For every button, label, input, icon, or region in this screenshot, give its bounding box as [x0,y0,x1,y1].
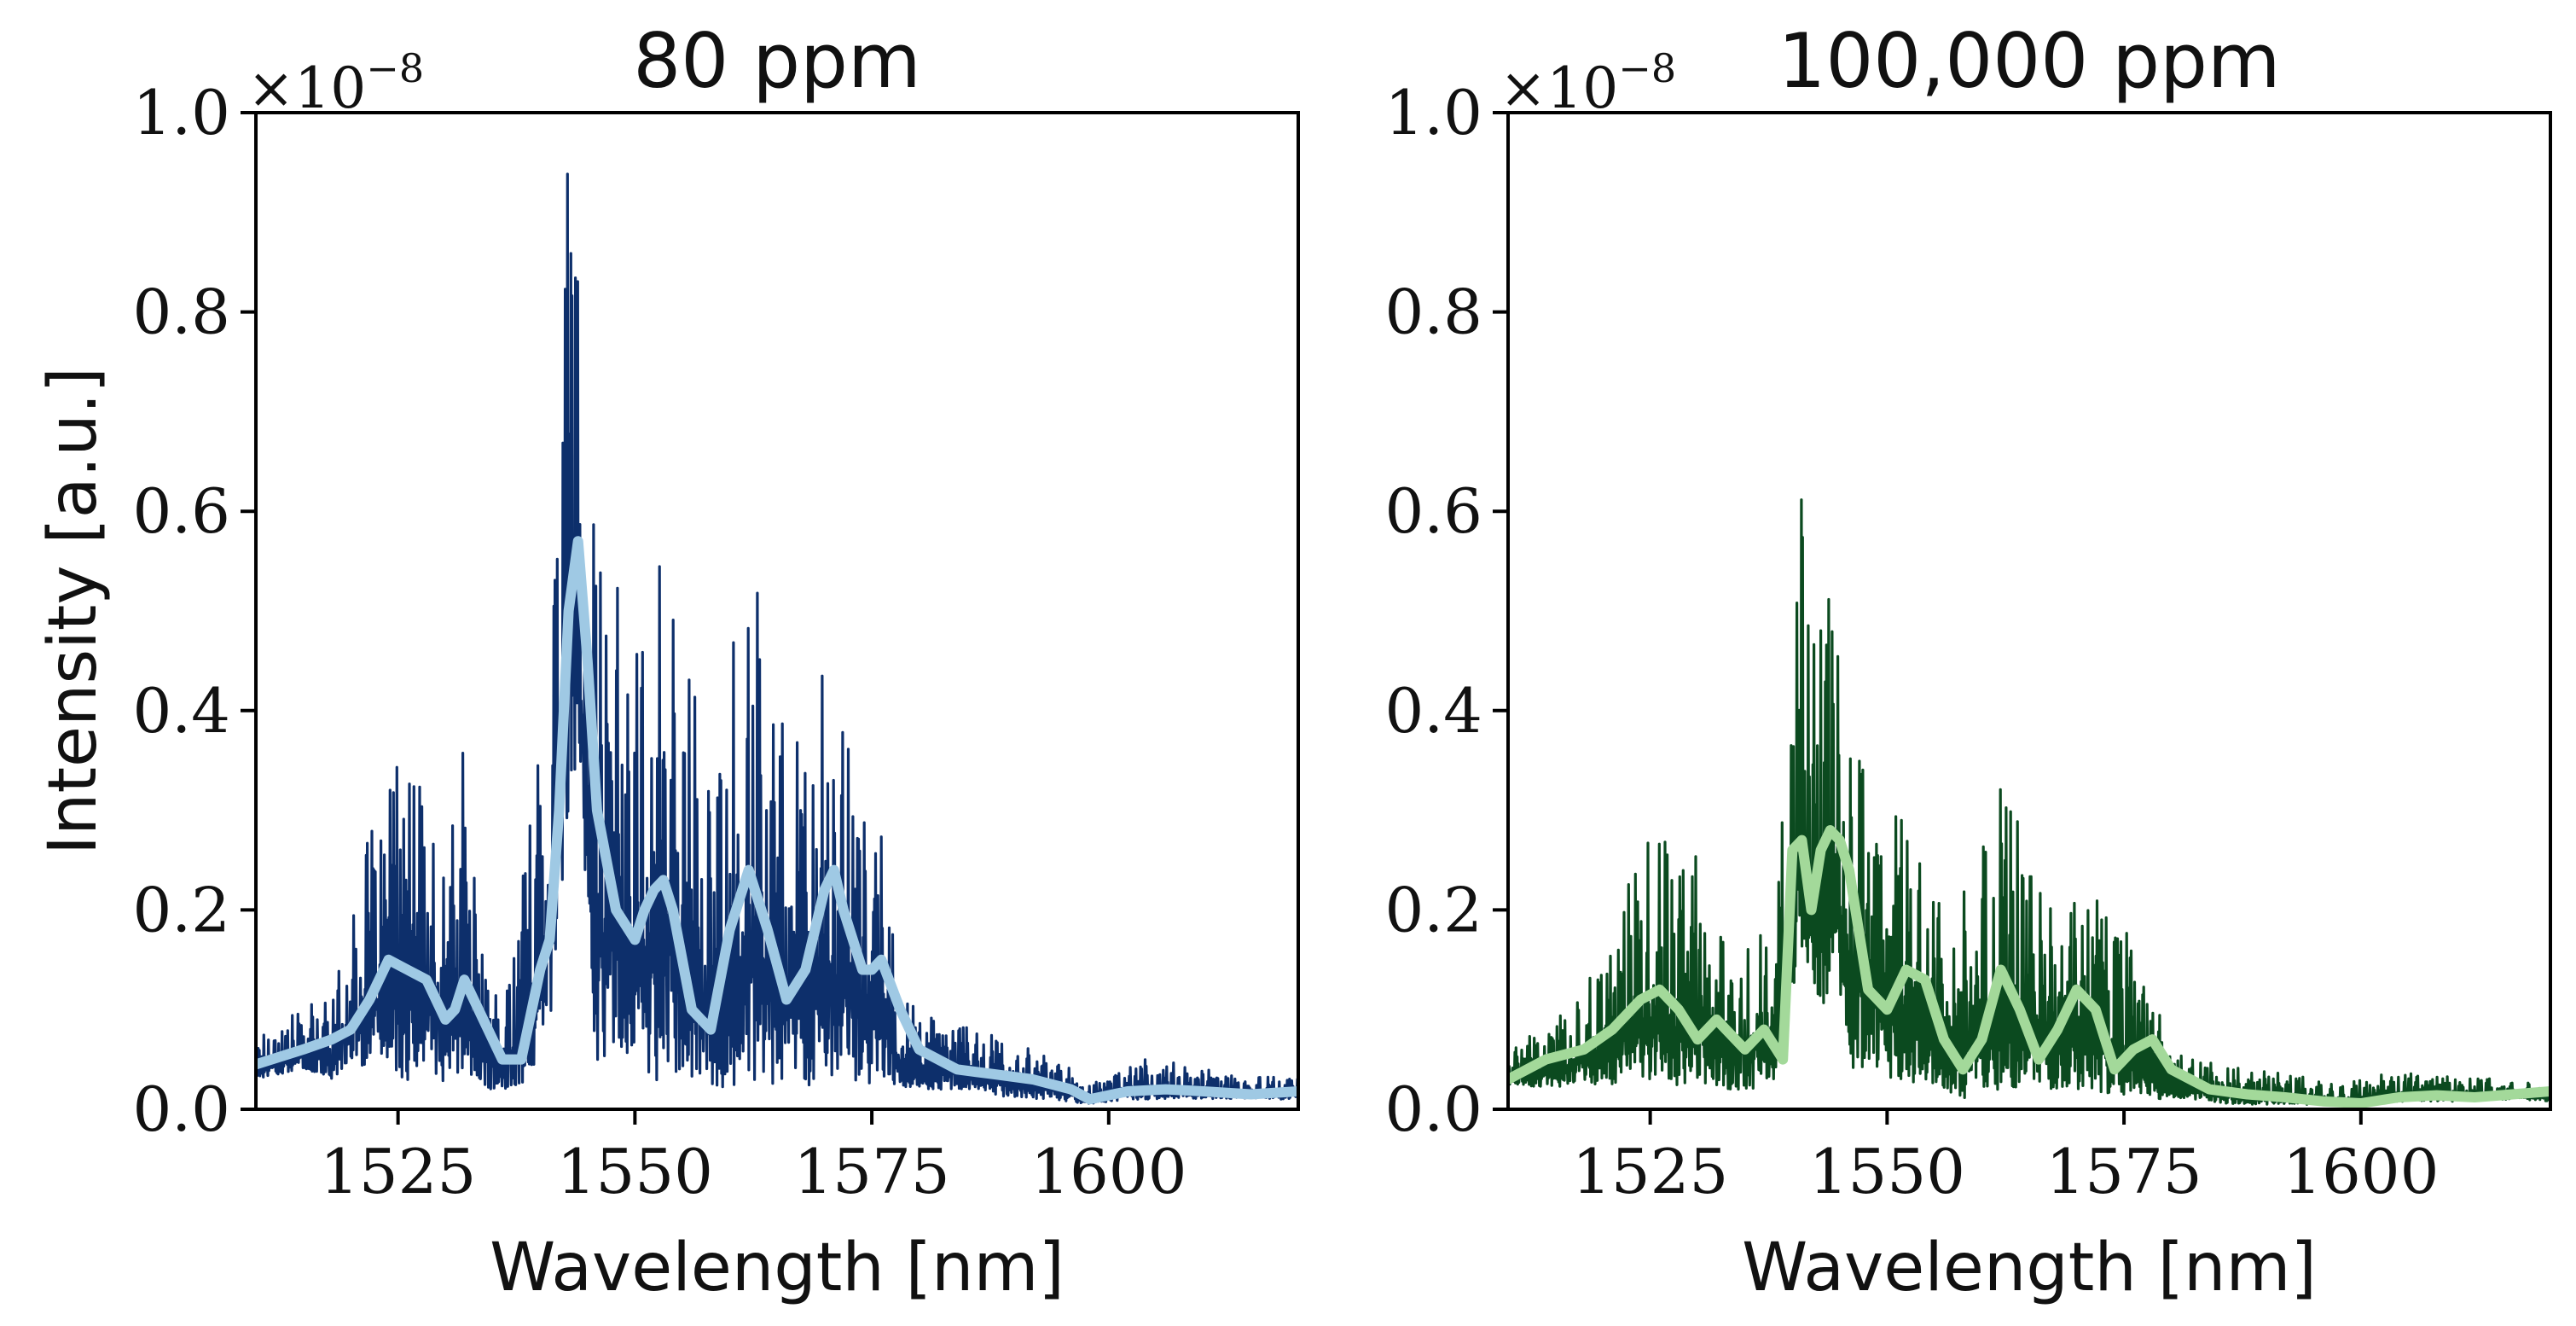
y-tick-label: 0.0 [1384,1073,1482,1145]
smoothed-spectrum-line [1508,825,2550,1108]
y-tick-label: 0.8 [1384,276,1482,348]
y-tick-label: 0.6 [132,475,230,547]
y-scale-base: ×10 [1500,55,1618,121]
y-tick-label: 0.2 [1384,874,1482,945]
smoothed-spectrum-line [256,536,1298,1105]
chart-title: 80 ppm [633,17,920,105]
y-tick-label: 0.2 [132,874,230,945]
panel-100000ppm: 0.0 0.2 0.4 0.6 0.8 1.0 1525 1550 1575 1600 ×10−8 1… [1384,17,2552,1306]
x-tick-label: 1575 [793,1136,949,1207]
x-tick-label: 1525 [1572,1136,1728,1207]
chart-title: 100,000 ppm [1778,17,2280,105]
y-scale-power: −8 [1618,45,1676,91]
y-tick-label: 0.4 [1384,675,1482,747]
x-tick-label: 1600 [1030,1136,1186,1207]
y-scale-exponent: ×10−8 [1500,45,1676,121]
x-tick-label: 1550 [557,1136,713,1207]
y-tick-label: 0.0 [132,1073,230,1145]
y-tick-label: 0.4 [132,675,230,747]
y-scale-base: ×10 [247,55,366,121]
plot-area [256,172,1298,1105]
x-tick-label: 1525 [320,1136,476,1207]
panel-80ppm: 0.0 0.2 0.4 0.6 0.8 1.0 1525 1550 1575 1600 ×10−8 8… [35,17,1300,1306]
y-scale-power: −8 [366,45,424,91]
y-scale-exponent: ×10−8 [247,45,424,121]
plot-area [1508,498,2550,1108]
axes-frame [254,111,1300,1111]
y-tick-label: 1.0 [132,77,230,148]
y-tick-label: 0.6 [1384,475,1482,547]
y-axis-label: Intensity [a.u.] [35,367,112,855]
y-tick-label: 0.8 [132,276,230,348]
x-axis-label: Wavelength [nm] [1742,1230,2317,1306]
x-tick-label: 1575 [2045,1136,2202,1207]
y-tick-label: 1.0 [1384,77,1482,148]
x-tick-label: 1600 [2283,1136,2439,1207]
x-axis-label: Wavelength [nm] [490,1230,1065,1306]
axes-frame [1506,111,2552,1111]
x-tick-label: 1550 [1809,1136,1965,1207]
